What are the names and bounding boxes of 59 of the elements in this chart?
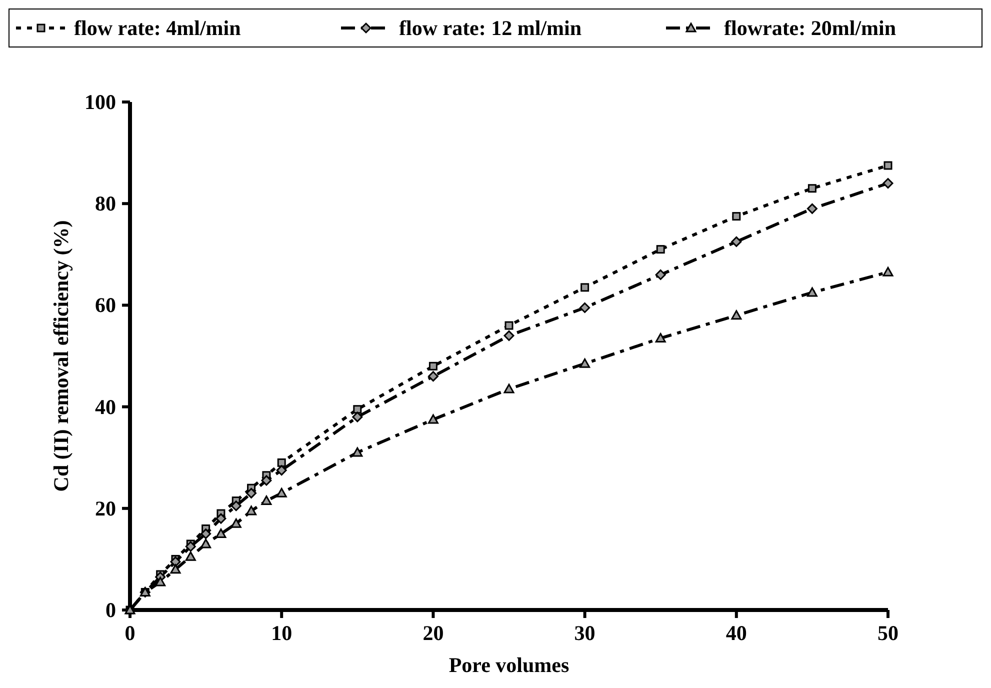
legend-label: flow rate: 12 ml/min: [399, 16, 582, 40]
point: [655, 332, 666, 342]
point: [200, 538, 212, 548]
y-tick-label: 20: [95, 496, 116, 520]
x-tick-label: 50: [878, 621, 898, 645]
x-tick-label: 0: [124, 621, 136, 645]
point: [580, 302, 590, 313]
point: [276, 465, 287, 476]
point: [246, 488, 257, 498]
point: [353, 405, 362, 414]
point: [504, 384, 514, 394]
y-tick-label: 60: [95, 293, 116, 318]
x-tick-label: 20: [422, 621, 444, 645]
x-tick-label: 40: [726, 621, 747, 645]
point: [185, 551, 196, 561]
point: [882, 266, 894, 276]
point: [230, 518, 242, 528]
y-tick-label: 80: [95, 192, 116, 216]
point: [731, 310, 742, 320]
y-tick-label: 0: [106, 598, 116, 622]
point: [200, 528, 212, 540]
point: [884, 161, 892, 170]
point: [261, 496, 272, 506]
point: [428, 362, 438, 370]
legend-label: flowrate: 20ml/min: [724, 16, 896, 40]
point: [580, 283, 590, 292]
point: [352, 412, 363, 422]
point: [276, 488, 287, 498]
point: [216, 528, 226, 538]
legend-label: flow rate: 4ml/min: [74, 16, 242, 40]
y-tick-label: 100: [84, 90, 116, 114]
x-axis-title: Pore volumes: [448, 653, 570, 677]
point: [428, 371, 438, 382]
point: [731, 236, 742, 247]
point: [261, 475, 272, 486]
y-axis-title: Cd (II) removal efficiency (%): [49, 220, 73, 492]
point: [806, 203, 818, 214]
point: [882, 178, 894, 189]
point: [806, 287, 818, 297]
point: [352, 447, 363, 457]
point: [170, 564, 181, 574]
point: [656, 245, 665, 254]
point: [504, 330, 514, 341]
point: [170, 556, 181, 567]
point: [277, 458, 286, 467]
point: [808, 184, 816, 193]
point: [580, 358, 590, 368]
point: [504, 321, 514, 330]
point: [185, 541, 196, 552]
point: [428, 414, 438, 424]
point: [655, 269, 666, 280]
x-tick-label: 10: [271, 621, 292, 645]
point: [732, 212, 741, 221]
y-tick-label: 40: [95, 394, 116, 419]
point: [230, 500, 242, 512]
point: [246, 506, 257, 516]
point: [155, 576, 166, 586]
point: [216, 513, 226, 524]
x-tick-label: 30: [574, 621, 596, 645]
